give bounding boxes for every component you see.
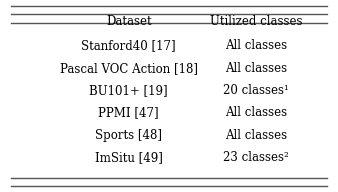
Text: Dataset: Dataset [106, 15, 151, 28]
Text: ImSitu [49]: ImSitu [49] [95, 151, 163, 164]
Text: BU101+ [19]: BU101+ [19] [90, 84, 168, 97]
Text: PPMI [47]: PPMI [47] [98, 106, 159, 119]
Text: 20 classes¹: 20 classes¹ [223, 84, 289, 97]
Text: Utilized classes: Utilized classes [210, 15, 303, 28]
Text: All classes: All classes [225, 39, 287, 52]
Text: All classes: All classes [225, 62, 287, 75]
Text: All classes: All classes [225, 106, 287, 119]
Text: 23 classes²: 23 classes² [223, 151, 289, 164]
Text: Stanford40 [17]: Stanford40 [17] [81, 39, 176, 52]
Text: Sports [48]: Sports [48] [95, 129, 162, 142]
Text: All classes: All classes [225, 129, 287, 142]
Text: Pascal VOC Action [18]: Pascal VOC Action [18] [60, 62, 198, 75]
